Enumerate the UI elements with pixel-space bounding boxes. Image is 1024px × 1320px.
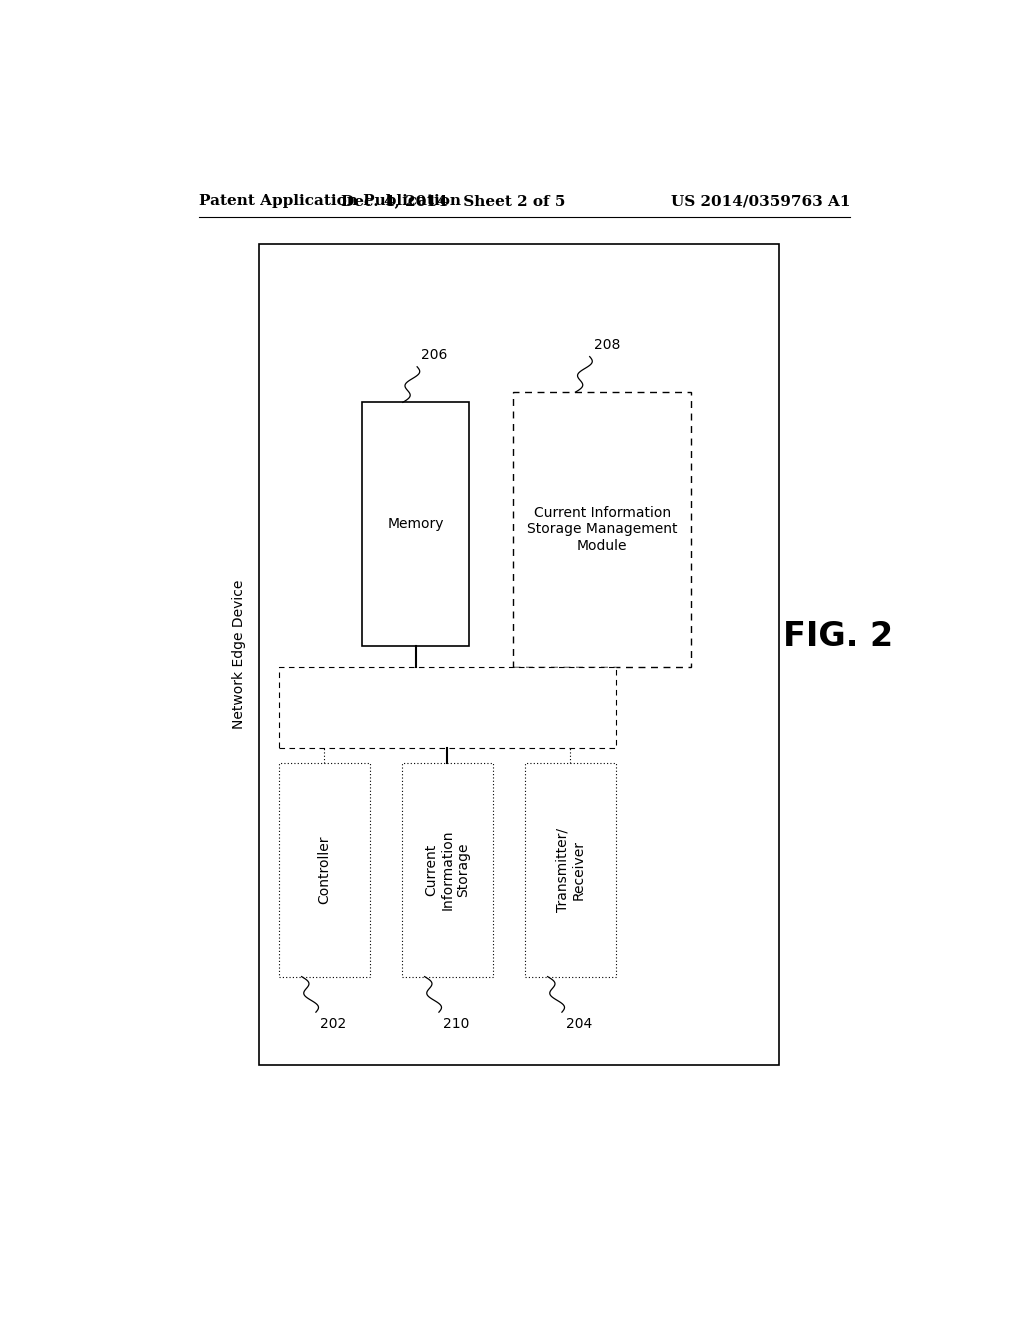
Text: Controller: Controller bbox=[317, 836, 332, 904]
Bar bbox=[279, 667, 616, 748]
Bar bbox=[362, 403, 469, 647]
Text: FIG. 2: FIG. 2 bbox=[783, 619, 893, 652]
Text: Current Information
Storage Management
Module: Current Information Storage Management M… bbox=[527, 506, 678, 553]
Bar bbox=[513, 392, 691, 667]
Text: Network Edge Device: Network Edge Device bbox=[232, 579, 246, 729]
Bar bbox=[401, 763, 494, 977]
Text: Transmitter/
Receiver: Transmitter/ Receiver bbox=[555, 828, 586, 912]
Text: 204: 204 bbox=[566, 1018, 592, 1031]
Text: Patent Application Publication: Patent Application Publication bbox=[200, 194, 462, 209]
Text: Dec. 4, 2014   Sheet 2 of 5: Dec. 4, 2014 Sheet 2 of 5 bbox=[341, 194, 565, 209]
Bar bbox=[279, 763, 370, 977]
Text: 202: 202 bbox=[319, 1018, 346, 1031]
Text: 206: 206 bbox=[421, 347, 447, 362]
Bar bbox=[259, 244, 778, 1065]
Bar bbox=[524, 763, 616, 977]
Text: Memory: Memory bbox=[387, 517, 444, 532]
Text: Current
Information
Storage: Current Information Storage bbox=[424, 830, 471, 909]
Text: 208: 208 bbox=[594, 338, 620, 351]
Text: 210: 210 bbox=[442, 1018, 469, 1031]
Text: US 2014/0359763 A1: US 2014/0359763 A1 bbox=[671, 194, 850, 209]
